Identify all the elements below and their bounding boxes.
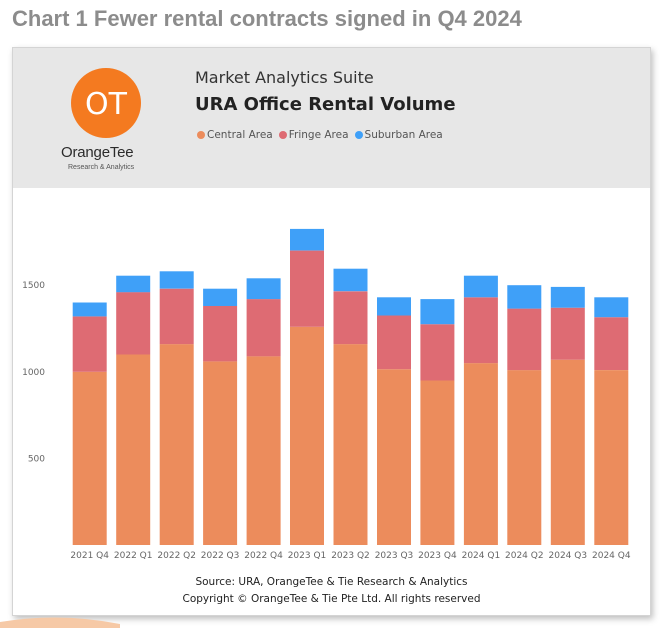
page-heading: Chart 1 Fewer rental contracts signed in… (12, 6, 522, 31)
orangetee-logo-icon: OT (71, 68, 141, 138)
logo-name: OrangeTee (61, 144, 134, 161)
x-tick-label: 2024 Q1 (462, 551, 501, 561)
bar-segment[interactable] (507, 308, 542, 371)
bar-segment[interactable] (72, 371, 107, 545)
bar-segment[interactable] (333, 344, 368, 545)
bar-segment[interactable] (420, 299, 455, 325)
x-tick-label: 2023 Q2 (331, 551, 370, 561)
bar-segment[interactable] (377, 297, 411, 316)
x-tick-label: 2023 Q3 (375, 551, 414, 561)
bar-segment[interactable] (377, 315, 411, 370)
legend-item[interactable]: Suburban Area (354, 129, 443, 141)
bar-segment[interactable] (72, 316, 107, 372)
x-tick-label: 2022 Q1 (114, 551, 153, 561)
chart-title: URA Office Rental Volume (195, 94, 456, 115)
source-note: Source: URA, OrangeTee & Tie Research & … (195, 576, 468, 588)
bar-segment[interactable] (246, 299, 281, 357)
x-tick-label: 2021 Q4 (70, 551, 109, 561)
legend-dot-icon (197, 131, 205, 139)
x-tick-label: 2022 Q4 (244, 551, 283, 561)
bar-segment[interactable] (290, 326, 324, 545)
legend-label: Fringe Area (288, 129, 349, 141)
legend-item[interactable]: Central Area (197, 129, 273, 141)
bar-segment[interactable] (550, 307, 585, 360)
x-tick-label: 2022 Q3 (201, 551, 240, 561)
bar-segment[interactable] (550, 359, 585, 545)
x-tick-label: 2023 Q4 (418, 551, 457, 561)
bar-segment[interactable] (159, 344, 194, 545)
x-tick-label: 2023 Q1 (288, 551, 327, 561)
bar-segment[interactable] (333, 291, 368, 345)
logo-monogram: OT (85, 87, 128, 122)
legend-label: Suburban Area (364, 129, 443, 141)
x-tick-label: 2024 Q3 (549, 551, 588, 561)
bar-segment[interactable] (507, 370, 542, 545)
decorative-swoosh (0, 617, 120, 628)
y-tick-label: 1000 (22, 368, 45, 378)
bar-segment[interactable] (246, 278, 281, 300)
bar-segment[interactable] (594, 370, 629, 545)
bar-segment[interactable] (463, 275, 498, 298)
bar-segment[interactable] (550, 286, 585, 308)
bar-segment[interactable] (159, 271, 194, 289)
bar-segment[interactable] (333, 268, 368, 292)
legend-item[interactable]: Fringe Area (278, 129, 349, 141)
legend-label: Central Area (207, 129, 273, 141)
bar-segment[interactable] (72, 302, 107, 317)
bar-segment[interactable] (290, 250, 324, 327)
bar-segment[interactable] (203, 288, 238, 306)
bar-segment[interactable] (116, 354, 151, 546)
legend-dot-icon (278, 131, 287, 139)
bar-segment[interactable] (463, 363, 498, 545)
x-tick-label: 2024 Q4 (592, 551, 631, 561)
bar-segment[interactable] (594, 317, 629, 370)
bar-segment[interactable] (246, 356, 281, 545)
copyright-note: Copyright © OrangeTee & Tie Pte Ltd. All… (182, 593, 481, 605)
bar-chart-plot: 500 1000 1500 2021 Q4 2022 Q1 2022 Q2 2022 Q3 2… (22, 228, 631, 561)
bar-segment[interactable] (203, 306, 238, 362)
chart-legend: Central Area Fringe Area Suburban Area (197, 129, 443, 141)
suite-name: Market Analytics Suite (195, 68, 374, 87)
bar-segment[interactable] (159, 288, 194, 345)
x-tick-label: 2024 Q2 (505, 551, 544, 561)
bar-segment[interactable] (420, 324, 455, 381)
bar-segment[interactable] (116, 275, 151, 293)
legend-dot-icon (354, 131, 363, 139)
bar-segment[interactable] (116, 292, 151, 355)
x-tick-label: 2022 Q2 (157, 551, 196, 561)
bar-segment[interactable] (594, 297, 629, 318)
logo-tagline: Research & Analytics (68, 164, 135, 171)
bar-segment[interactable] (203, 361, 238, 545)
bar-segment[interactable] (420, 380, 455, 546)
bar-segment[interactable] (463, 297, 498, 364)
chart-header: OT OrangeTee Research & Analytics Market… (13, 48, 650, 188)
y-tick-label: 1500 (22, 281, 45, 291)
bar-segment[interactable] (377, 369, 411, 545)
bar-segment[interactable] (290, 228, 324, 251)
chart-card: OT OrangeTee Research & Analytics Market… (12, 47, 651, 616)
bar-segment[interactable] (507, 285, 542, 309)
y-tick-label: 500 (28, 454, 45, 464)
